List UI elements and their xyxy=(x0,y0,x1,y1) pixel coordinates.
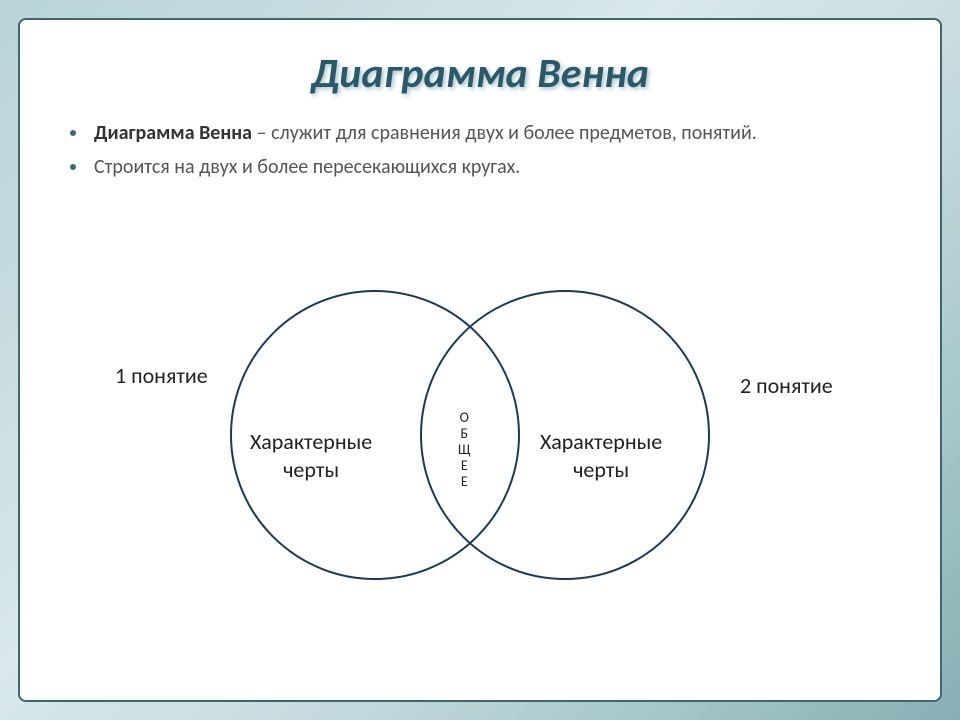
overlap-letter: О xyxy=(458,410,470,426)
page-title: Диаграмма Венна xyxy=(60,48,900,99)
venn-inner-label-line: черты xyxy=(540,456,662,484)
slide-outer-frame: Диаграмма Венна Диаграмма Венна – служит… xyxy=(0,0,960,720)
venn-inner-label-left: Характерные черты xyxy=(250,428,372,483)
venn-inner-label-line: Характерные xyxy=(250,428,372,456)
venn-outer-label-right: 2 понятие xyxy=(740,372,833,400)
bullet-dot-icon xyxy=(70,164,76,170)
overlap-letter: Е xyxy=(458,474,470,490)
venn-diagram: 1 понятие 2 понятие Характерные черты Ха… xyxy=(20,260,940,660)
bullet-rest-text: Строится на двух и более пересекающихся … xyxy=(94,155,520,179)
bullet-item: Строится на двух и более пересекающихся … xyxy=(70,153,900,181)
venn-overlap-label: ОБЩЕЕ xyxy=(458,410,470,490)
bullet-bold-text: Диаграмма Венна xyxy=(94,121,252,145)
bullet-text: Строится на двух и более пересекающихся … xyxy=(94,153,520,181)
bullet-dot-icon xyxy=(70,130,76,136)
venn-inner-label-line: Характерные xyxy=(540,428,662,456)
bullet-text: Диаграмма Венна – служит для сравнения д… xyxy=(94,119,757,147)
slide-inner-frame: Диаграмма Венна Диаграмма Венна – служит… xyxy=(18,18,942,702)
overlap-letter: Щ xyxy=(458,442,470,458)
venn-inner-label-line: черты xyxy=(250,456,372,484)
overlap-letter: Е xyxy=(458,458,470,474)
bullet-item: Диаграмма Венна – служит для сравнения д… xyxy=(70,119,900,147)
overlap-letter: Б xyxy=(458,426,470,442)
venn-outer-label-left: 1 понятие xyxy=(115,362,208,390)
bullet-list: Диаграмма Венна – служит для сравнения д… xyxy=(70,119,900,181)
bullet-rest-text: – служит для сравнения двух и более пред… xyxy=(252,121,757,145)
venn-inner-label-right: Характерные черты xyxy=(540,428,662,483)
